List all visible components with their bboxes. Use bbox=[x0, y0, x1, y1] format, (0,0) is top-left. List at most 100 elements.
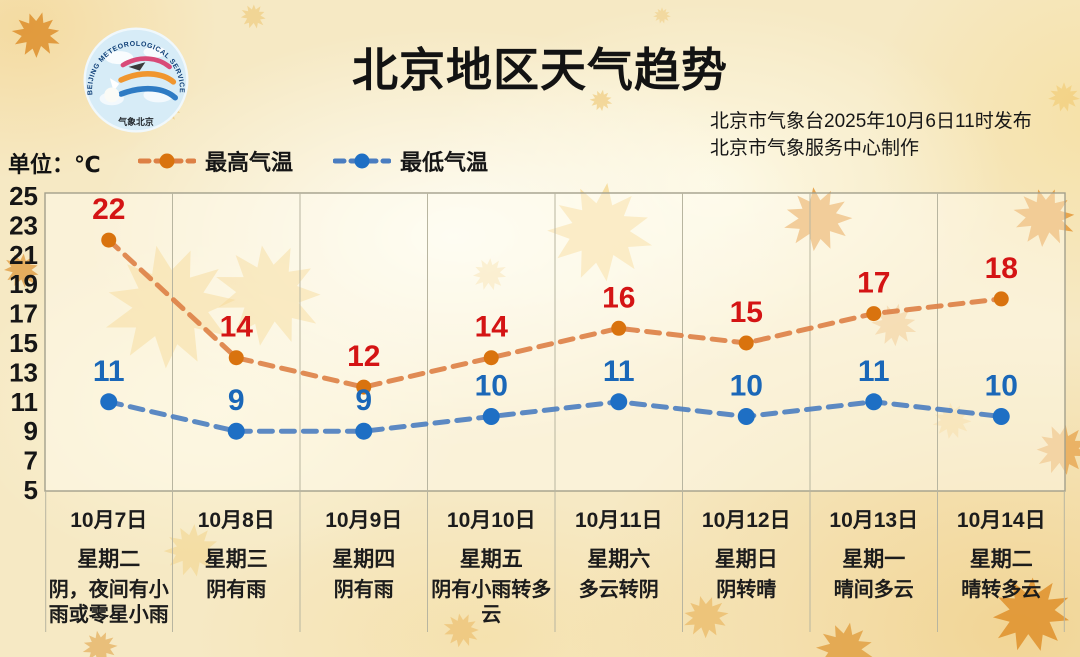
chart-legend: 最高气温 最低气温 bbox=[138, 145, 488, 177]
low-temp-value-label: 9 bbox=[355, 384, 372, 417]
high-temp-point bbox=[993, 291, 1009, 307]
beijing-meteorological-logo: BEIJING METEOROLOGICAL SERVICE 气象北京 bbox=[83, 27, 189, 133]
day-date-label: 10月12日 bbox=[701, 509, 791, 532]
day-date-label: 10月7日 bbox=[70, 509, 148, 532]
low-temp-swatch-icon bbox=[333, 153, 392, 169]
publish-info: 北京市气象台2025年10月6日11时发布 北京市气象服务中心制作 bbox=[710, 108, 1032, 162]
logo-pink-swoosh bbox=[120, 56, 172, 70]
legend-item-high-temp: 最高气温 bbox=[138, 145, 293, 177]
day-column: 10月9日星期四阴有雨 bbox=[300, 500, 428, 628]
day-weather-label: 晴转多云 bbox=[961, 579, 1042, 601]
low-temp-line bbox=[106, 399, 1004, 434]
high-temp-point bbox=[228, 350, 244, 366]
day-column: 10月10日 星期五阴有小雨转多云 bbox=[428, 500, 556, 628]
logo-blue-swoosh bbox=[118, 85, 178, 101]
day-weather-label: 阴，夜间有小雨或零星小雨 bbox=[48, 579, 169, 626]
low-temp-value-label: 11 bbox=[93, 355, 125, 388]
low-temp-point bbox=[100, 393, 118, 411]
day-weekday-label: 星期四 bbox=[332, 548, 396, 571]
y-axis-tick-label: 25 bbox=[9, 181, 38, 211]
y-axis-tick-label: 13 bbox=[9, 357, 38, 387]
low-temp-value-label: 10 bbox=[730, 370, 763, 403]
high-temp-value-label: 12 bbox=[347, 340, 380, 373]
low-temp-point bbox=[865, 393, 883, 411]
y-axis-tick-label: 11 bbox=[11, 387, 39, 417]
legend-label-high-temp: 最高气温 bbox=[205, 150, 294, 175]
low-temp-value-label: 11 bbox=[603, 355, 635, 388]
logo-orange-swoosh bbox=[118, 71, 177, 85]
day-weather-label: 阴转晴 bbox=[716, 579, 777, 601]
low-temp-point bbox=[227, 422, 245, 440]
day-date-label: 10月11日 bbox=[574, 509, 663, 532]
y-axis-tick-label: 21 bbox=[9, 240, 38, 270]
unit-label: 单位：℃ bbox=[8, 152, 101, 177]
day-weekday-label: 星期六 bbox=[587, 548, 651, 571]
low-temp-value-label: 10 bbox=[985, 370, 1018, 403]
day-weekday-label: 星期二 bbox=[77, 548, 141, 571]
high-temp-value-label: 15 bbox=[730, 296, 763, 329]
publish-line1: 北京市气象台2025年10月6日11时发布 bbox=[710, 111, 1032, 132]
y-axis-tick-label: 9 bbox=[24, 416, 38, 446]
day-weekday-label: 星期三 bbox=[204, 548, 268, 571]
high-temp-point bbox=[866, 306, 882, 322]
day-date-label: 10月14日 bbox=[956, 509, 1046, 532]
low-temp-point bbox=[355, 422, 373, 440]
high-temp-point bbox=[101, 232, 117, 248]
high-temp-point bbox=[483, 350, 499, 366]
legend-label-low-temp: 最低气温 bbox=[400, 150, 489, 175]
y-axis-tick-label: 19 bbox=[9, 269, 38, 299]
page-title: 北京地区天气趋势 bbox=[352, 44, 728, 96]
day-date-label: 10月10日 bbox=[446, 509, 536, 532]
low-temp-point bbox=[992, 408, 1010, 425]
low-temp-value-label: 11 bbox=[858, 355, 890, 388]
high-temp-value-label: 17 bbox=[857, 267, 890, 300]
day-date-label: 10月8日 bbox=[197, 509, 275, 532]
publish-line2: 北京市气象服务中心制作 bbox=[710, 138, 920, 159]
day-weather-label: 多云转阴 bbox=[578, 579, 659, 601]
high-temp-value-label: 18 bbox=[985, 252, 1018, 285]
day-weather-label: 阴有雨 bbox=[333, 579, 394, 601]
day-date-label: 10月13日 bbox=[829, 509, 919, 532]
day-weather-label: 晴间多云 bbox=[833, 579, 914, 601]
high-temp-value-label: 14 bbox=[475, 311, 509, 344]
high-temp-value-label: 16 bbox=[602, 281, 635, 314]
high-temp-point bbox=[738, 335, 754, 351]
y-axis-tick-label: 17 bbox=[9, 299, 38, 329]
logo-bird-icon bbox=[128, 62, 146, 71]
day-column: 10月8日星期三阴有雨 bbox=[173, 500, 301, 628]
low-temp-value-label: 9 bbox=[228, 384, 245, 417]
day-column: 10月13日 星期一晴间多云 bbox=[810, 500, 938, 628]
day-column: 10月7日星期二阴，夜间有小雨或零星小雨 bbox=[45, 500, 173, 628]
low-temp-point bbox=[610, 393, 628, 411]
high-temp-value-label: 14 bbox=[220, 311, 254, 344]
day-column: 10月11日 星期六多云转阴 bbox=[555, 500, 683, 628]
high-temp-swatch-icon bbox=[138, 153, 196, 169]
day-weather-label: 阴有小雨转多云 bbox=[431, 579, 552, 626]
y-axis-tick-label: 15 bbox=[9, 328, 38, 358]
low-temp-point bbox=[737, 408, 755, 425]
logo-bottom-text: 气象北京 bbox=[117, 116, 154, 127]
logo-tower-icon bbox=[109, 78, 120, 92]
logo-bulb-icon bbox=[104, 87, 120, 103]
high-temp-point bbox=[611, 320, 627, 336]
y-axis-tick-label: 7 bbox=[24, 446, 38, 476]
day-weekday-label: 星期五 bbox=[459, 548, 523, 571]
forecast-table: 10月7日 星期二 阴，夜间有小雨或零星小雨 10月8日 星期三 阴有雨 10月9日 星期四阴… bbox=[45, 500, 1065, 628]
low-temp-value-label: 10 bbox=[475, 370, 508, 403]
legend-item-low-temp: 最低气温 bbox=[333, 145, 488, 177]
y-axis-tick-label: 5 bbox=[24, 475, 38, 505]
day-weather-label: 阴有雨 bbox=[206, 579, 267, 601]
y-axis-tick-label: 23 bbox=[9, 210, 38, 240]
high-temp-point bbox=[356, 379, 372, 395]
day-date-label: 10月9日 bbox=[325, 509, 403, 532]
day-weekday-label: 星期二 bbox=[969, 548, 1033, 571]
day-weekday-label: 星期日 bbox=[714, 548, 778, 571]
day-column: 10月14日 星期二晴转多云 bbox=[938, 500, 1066, 628]
high-temp-line bbox=[106, 237, 1004, 390]
low-temp-point bbox=[482, 408, 500, 425]
day-weekday-label: 星期一 bbox=[842, 548, 906, 571]
day-column: 10月12日 星期日阴转晴 bbox=[683, 500, 811, 628]
high-temp-value-label: 22 bbox=[92, 193, 125, 226]
